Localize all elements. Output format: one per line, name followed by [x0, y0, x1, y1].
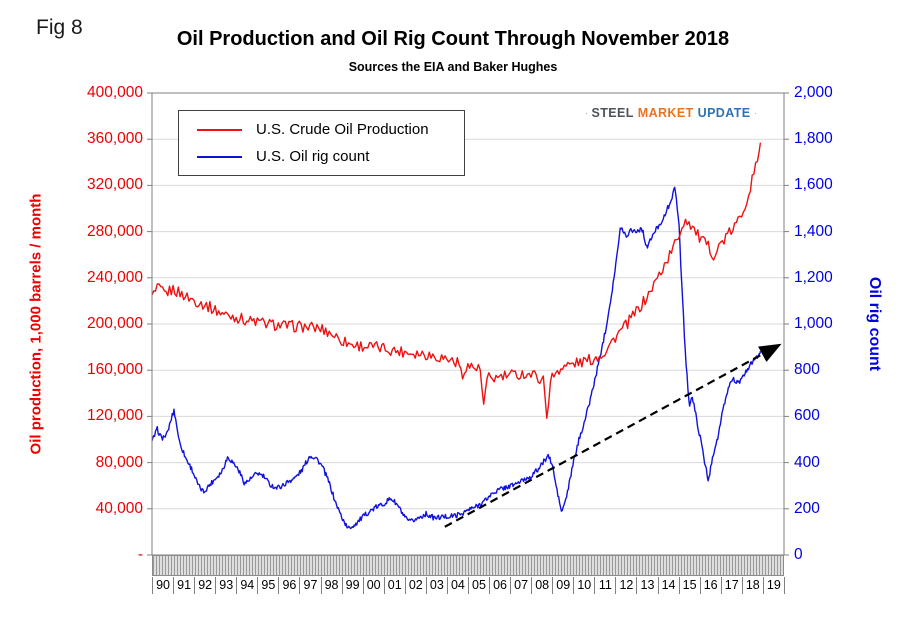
axis-tick-marks [147, 92, 789, 556]
legend-label-production: U.S. Crude Oil Production [256, 121, 429, 138]
x-axis-label: 94 [236, 577, 257, 594]
y-axis-tick-label: - [137, 546, 143, 563]
production-line-sample [197, 128, 242, 131]
logo-rule-right [754, 112, 756, 114]
x-axis-label: 93 [215, 577, 236, 594]
figure-number: Fig 8 [36, 16, 83, 39]
x-axis-label: 05 [467, 577, 489, 594]
x-axis-label: 11 [594, 577, 615, 594]
rig-count-line-sample [197, 155, 242, 158]
x-axis-label: 91 [173, 577, 194, 594]
logo-rule-left [586, 112, 588, 114]
legend: U.S. Crude Oil Production U.S. Oil rig c… [178, 110, 465, 176]
x-axis-label: 98 [320, 577, 342, 594]
trend-arrow [444, 343, 782, 528]
x-axis-label: 02 [404, 577, 426, 594]
x-axis-label: 08 [531, 577, 552, 594]
x-axis-label: 15 [678, 577, 700, 594]
x-axis-label: 19 [762, 577, 784, 594]
y-axis-tick-label: 240,000 [86, 268, 143, 286]
y-axis-left: 400,000 360,000 320,000 280,000 240,000 200,0… [58, 84, 143, 563]
y-axis-tick-label: 1,000 [794, 315, 833, 332]
y-axis-tick-label: 2,000 [794, 84, 833, 101]
x-axis-label: 06 [489, 577, 510, 594]
legend-item-rig-count: U.S. Oil rig count [179, 148, 464, 165]
x-axis-label: 03 [425, 577, 447, 594]
x-axis-labels: 90 91 92 93 94 95 96 97 98 99 00 01 02 03 04 05 06 07 08 09… [152, 577, 785, 594]
y-axis-tick-label: 600 [794, 407, 820, 425]
x-axis-label: 00 [362, 577, 384, 594]
production-line [151, 142, 762, 419]
y-axis-tick-label: 120,000 [86, 407, 143, 425]
gridlines [152, 138, 784, 510]
y-axis-right: 2,000 1,800 1,600 1,400 1,200 1,000 800 600 400 2… [794, 84, 864, 563]
right-axis-title: Oil rig count [866, 276, 883, 372]
logo-word-update: UPDATE [697, 106, 751, 120]
x-axis-label: 01 [383, 577, 405, 594]
x-axis-label: 95 [257, 577, 278, 594]
y-axis-tick-label: 40,000 [95, 499, 143, 517]
legend-label-rig-count: U.S. Oil rig count [256, 148, 370, 165]
y-axis-tick-label: 1,600 [794, 176, 833, 194]
y-axis-tick-label: 80,000 [95, 453, 143, 471]
x-axis-label: 14 [657, 577, 679, 594]
x-axis-label: 90 [152, 577, 173, 594]
logo-word-market: MARKET [637, 106, 694, 120]
x-axis-label: 97 [299, 577, 320, 594]
left-axis-title: Oil production, 1,000 barrels / month [27, 193, 45, 455]
y-axis-tick-label: 0 [794, 546, 803, 563]
y-axis-tick-label: 160,000 [86, 361, 143, 379]
y-axis-tick-label: 1,200 [794, 268, 833, 286]
x-axis-label: 17 [720, 577, 742, 594]
logo-word-steel: STEEL [591, 106, 634, 120]
x-axis-label: 18 [741, 577, 763, 594]
x-axis-label: 92 [194, 577, 215, 594]
plot-area [147, 92, 789, 556]
x-axis-label: 99 [341, 577, 363, 594]
x-axis-label: 13 [636, 577, 657, 594]
rig-count-line [151, 186, 762, 530]
y-axis-tick-label: 1,800 [794, 130, 833, 148]
y-axis-tick-label: 280,000 [86, 222, 143, 240]
x-axis-month-tick-band [152, 555, 784, 576]
y-axis-tick-label: 800 [794, 361, 820, 379]
chart-title: Oil Production and Oil Rig Count Through… [176, 28, 730, 50]
x-axis-label: 04 [446, 577, 468, 594]
y-axis-tick-label: 1,400 [794, 222, 833, 240]
legend-item-production: U.S. Crude Oil Production [179, 121, 464, 138]
y-axis-tick-label: 360,000 [86, 130, 143, 148]
chart-subtitle: Sources the EIA and Baker Hughes [348, 60, 558, 74]
x-axis-label: 07 [510, 577, 531, 594]
x-axis-label: 10 [573, 577, 594, 594]
x-axis-label: 09 [552, 577, 573, 594]
y-axis-tick-label: 320,000 [86, 176, 143, 194]
y-axis-tick-label: 200,000 [86, 315, 143, 332]
x-axis-label: 12 [615, 577, 636, 594]
y-axis-tick-label: 200 [794, 499, 820, 517]
x-axis-label: 16 [699, 577, 721, 594]
y-axis-tick-label: 400 [794, 453, 820, 471]
y-axis-tick-label: 400,000 [86, 84, 143, 101]
steel-market-update-logo: STEEL MARKET UPDATE [586, 106, 756, 120]
x-axis-label: 96 [278, 577, 299, 594]
